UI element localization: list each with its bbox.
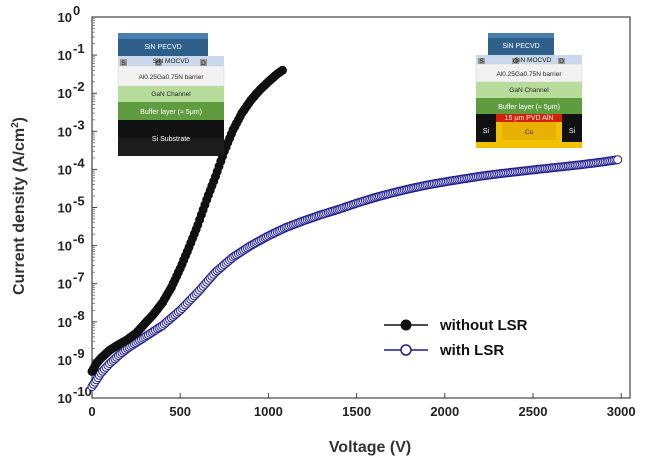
inset-right-layer-2: SiN MOCVD <box>515 57 552 64</box>
y-tick-label: 10 <box>58 277 72 292</box>
x-tick-label: 2500 <box>519 404 548 419</box>
inset-left-layer-4: GaN Channel <box>151 91 191 98</box>
inset-left-layer-6: Si Substrate <box>152 136 190 143</box>
y-axis-label-end: ) <box>11 117 28 122</box>
inset-left-layer-3: Al0.25Ga0.75N barrier <box>138 74 204 81</box>
x-axis: 0 500 1000 1500 2000 2500 3000 <box>88 393 636 419</box>
y-tick-label: 10 <box>58 124 72 139</box>
y-tick-label: 10 <box>58 239 72 254</box>
inset-left-contact-s: S <box>121 60 126 67</box>
legend-label-without-lsr: without LSR <box>439 317 528 334</box>
y-tick-label: 10 <box>58 353 72 368</box>
y-tick-exponent: 0 <box>73 3 80 18</box>
y-tick-exponent: -1 <box>73 41 85 56</box>
inset-right-si-right: Si <box>569 128 576 135</box>
inset-right-layer-4: GaN Channel <box>509 87 549 94</box>
inset-right-contact-g: G <box>513 58 518 65</box>
inset-right-layer-6: 15 μm PVD AlN <box>505 115 554 122</box>
y-tick-label: 10 <box>58 48 72 63</box>
x-tick-label: 500 <box>169 404 191 419</box>
inset-right-layer-3: Al0.25Ga0.75N barrier <box>496 71 562 78</box>
legend: without LSR with LSR <box>384 317 528 359</box>
data-point <box>613 155 623 165</box>
legend-marker-without-lsr <box>400 319 412 331</box>
legend-item-with-lsr: with LSR <box>384 342 504 359</box>
y-tick-exponent: -2 <box>73 79 85 94</box>
inset-right-layer-1: SiN PECVD <box>502 43 539 50</box>
legend-label-with-lsr: with LSR <box>439 342 504 359</box>
inset-right-layer-5: Buffer layer (≈ 5μm) <box>498 104 560 111</box>
legend-item-without-lsr: without LSR <box>384 317 528 334</box>
y-tick-exponent: -10 <box>73 384 92 399</box>
inset-right-contact-s: S <box>479 58 484 65</box>
y-tick-label: 10 <box>58 86 72 101</box>
x-axis-label: Voltage (V) <box>329 439 411 456</box>
data-point <box>278 65 287 75</box>
y-tick-label: 10 <box>58 10 72 25</box>
x-tick-label: 1000 <box>254 404 283 419</box>
x-tick-label: 0 <box>88 404 95 419</box>
inset-left-layer-5: Buffer layer (≈ 5μm) <box>140 109 202 116</box>
y-tick-exponent: -5 <box>73 194 85 209</box>
x-tick-label: 2000 <box>430 404 459 419</box>
x-tick-label: 3000 <box>607 404 636 419</box>
inset-left-layer-2: SiN MOCVD <box>153 58 190 65</box>
y-tick-exponent: -8 <box>73 308 85 323</box>
y-tick-label: 10 <box>58 162 72 177</box>
y-axis-label-sup: 2 <box>10 122 21 128</box>
inset-right-structure: S G D SiN PECVD SiN MOCVD Al0.25Ga0.75N … <box>475 33 583 148</box>
inset-left-layer-1: SiN PECVD <box>144 44 181 51</box>
y-tick-exponent: -7 <box>73 270 85 285</box>
y-tick-exponent: -3 <box>73 117 85 132</box>
legend-marker-with-lsr <box>400 344 412 356</box>
inset-right-layer-7: Cu <box>525 129 534 136</box>
inset-right-contact-d: D <box>559 58 564 65</box>
y-tick-exponent: -9 <box>73 346 85 361</box>
series-with-lsr <box>87 155 623 391</box>
y-tick-exponent: -4 <box>73 155 85 170</box>
x-tick-label: 1500 <box>342 404 371 419</box>
y-tick-exponent: -6 <box>73 232 85 247</box>
y-tick-label: 10 <box>58 315 72 330</box>
y-tick-label: 10 <box>58 391 72 406</box>
y-axis-label: Current density (A/cm2) <box>10 117 28 295</box>
inset-left-contact-d: D <box>201 60 206 67</box>
inset-left-contact-g: G <box>156 60 161 67</box>
y-axis-label-main: Current density (A/cm <box>11 128 28 295</box>
y-tick-label: 10 <box>58 201 72 216</box>
inset-left-structure: S G D SiN PECVD SiN MOCVD Al0.25Ga0.75N … <box>117 33 225 156</box>
inset-right-si-left: Si <box>483 128 490 135</box>
series-without-lsr <box>87 65 287 376</box>
